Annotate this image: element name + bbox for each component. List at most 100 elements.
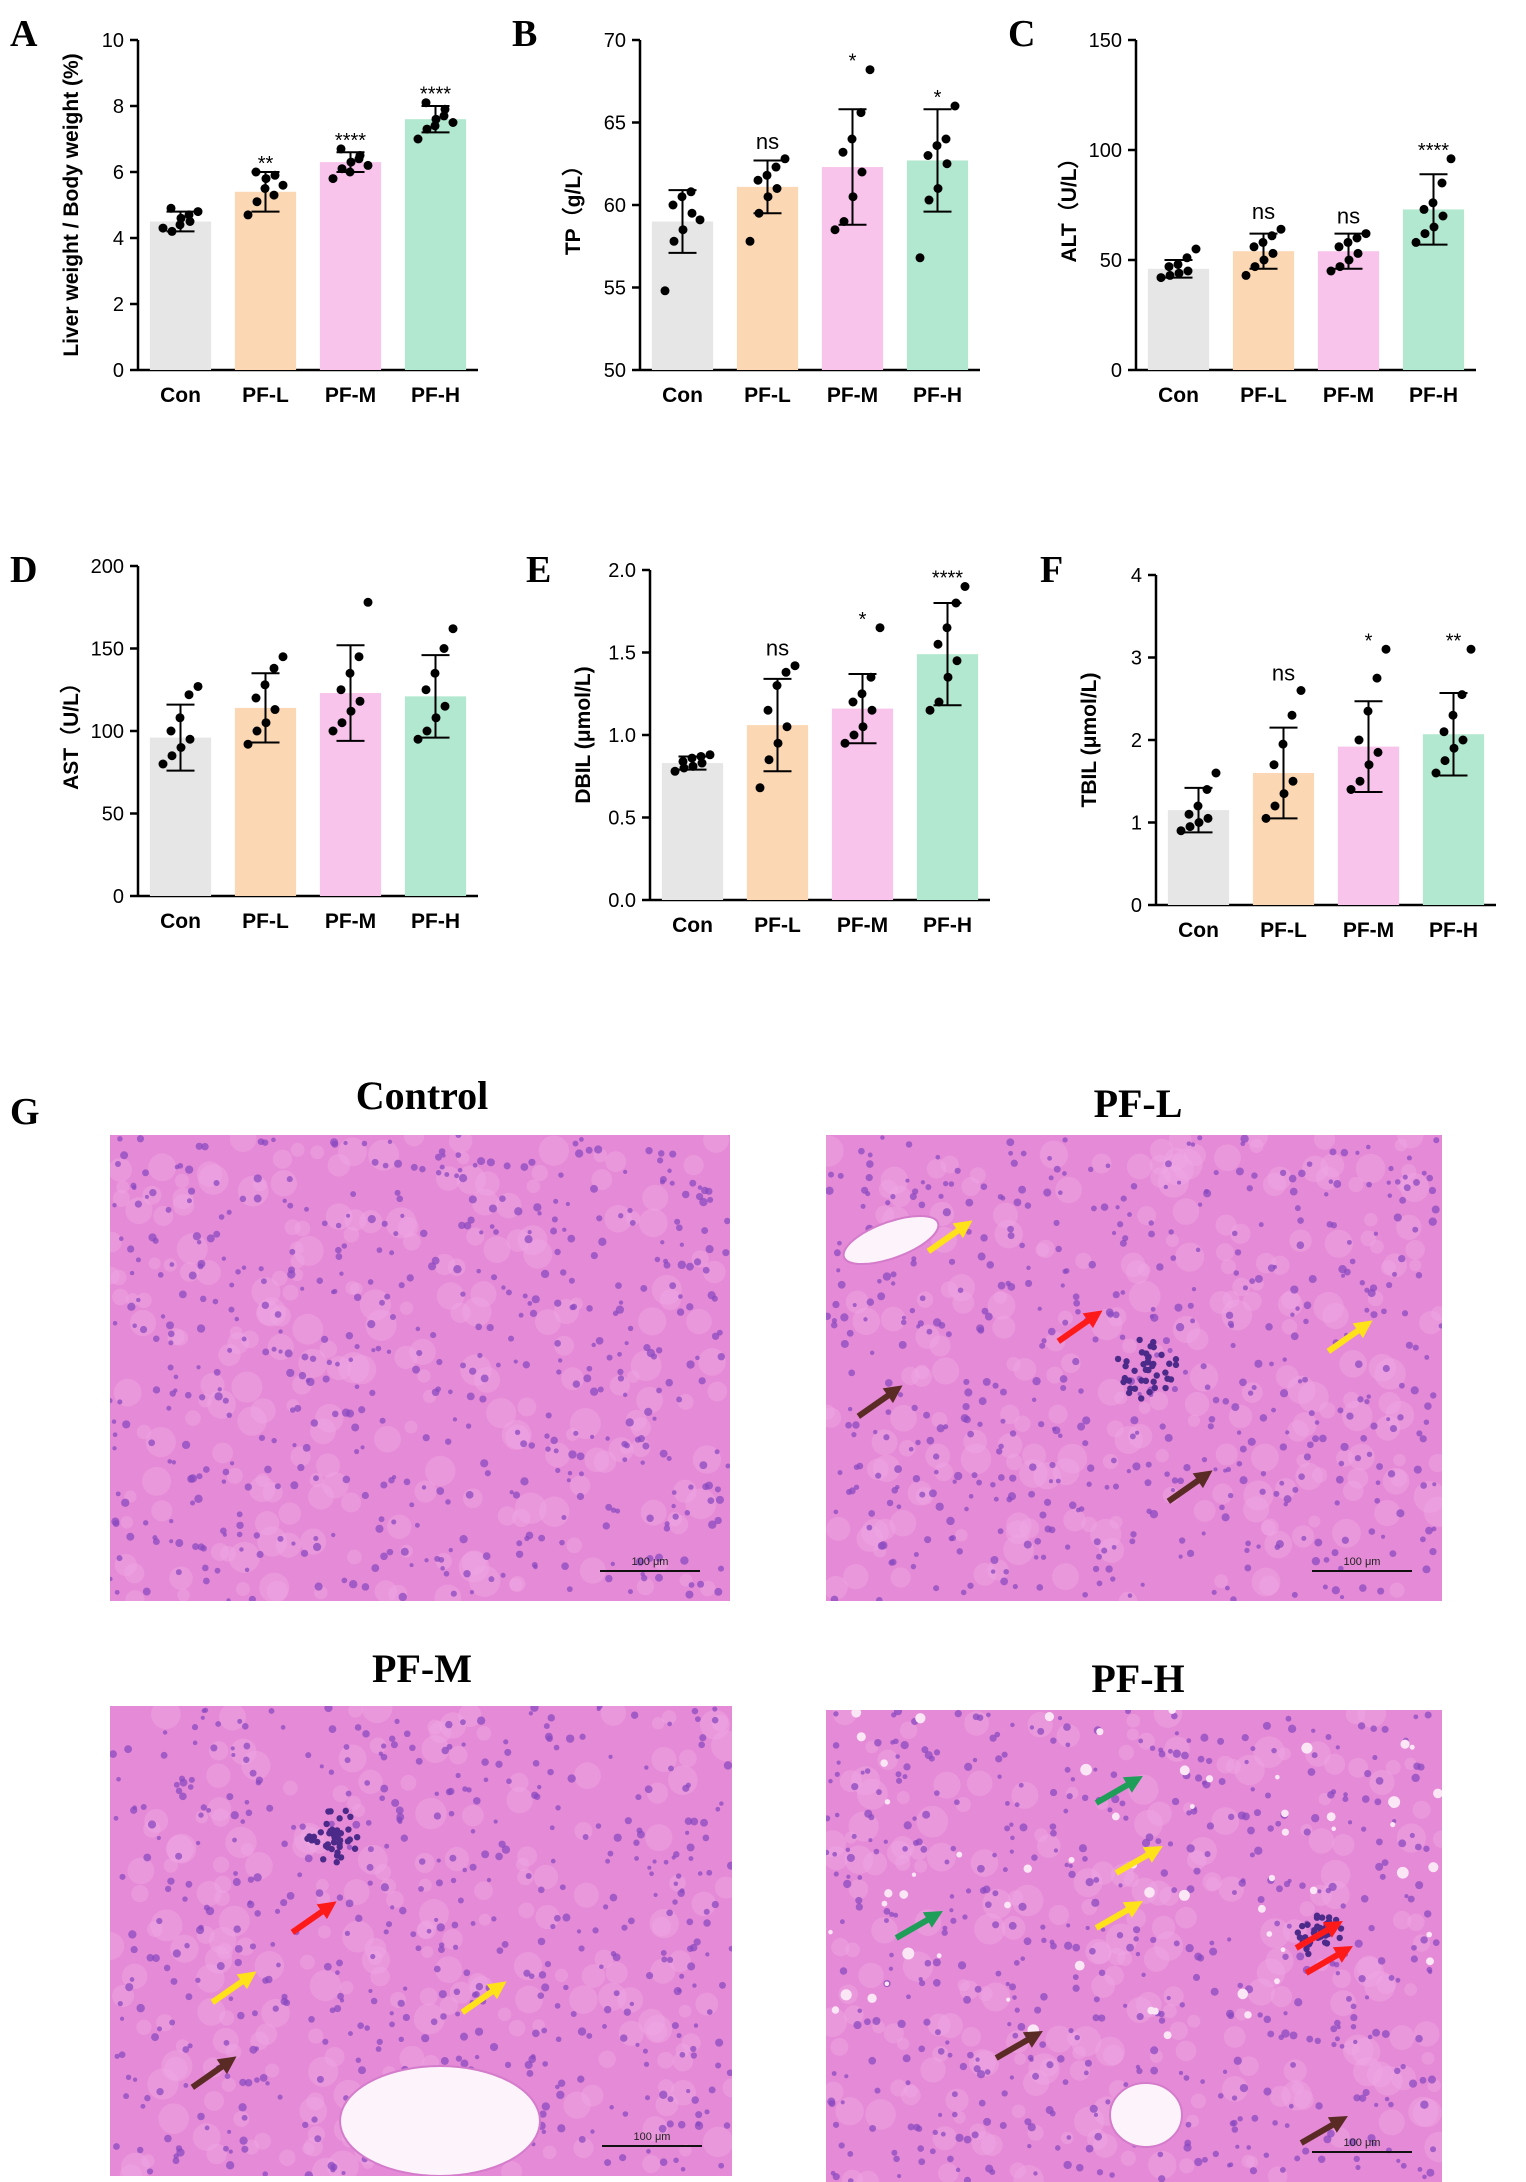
cell-nucleus — [203, 1466, 210, 1473]
data-point — [185, 734, 195, 744]
cell-nucleus — [577, 2027, 587, 2036]
tissue-texture — [856, 1525, 884, 1552]
cell-nucleus — [1323, 2135, 1332, 2144]
tissue-texture — [1347, 1467, 1369, 1489]
bar-pf-l — [1232, 251, 1295, 370]
cell-nucleus — [557, 1358, 563, 1363]
cell-nucleus — [1141, 1972, 1146, 1977]
cell-nucleus — [1415, 2034, 1423, 2043]
cell-nucleus — [694, 2121, 704, 2130]
cell-nucleus — [714, 1516, 722, 1525]
tissue-texture — [315, 1403, 344, 1433]
cell-nucleus — [640, 1460, 645, 1465]
cell-nucleus — [1170, 1487, 1176, 1493]
cell-nucleus — [1069, 1501, 1077, 1509]
tissue-texture — [506, 1787, 533, 1814]
cell-nucleus — [1244, 1759, 1249, 1765]
cell-nucleus — [826, 1849, 830, 1856]
tissue-texture — [517, 1846, 538, 1867]
cell-nucleus — [339, 1271, 344, 1276]
cell-nucleus — [537, 1992, 545, 1999]
cell-nucleus — [952, 1479, 957, 1484]
vacuole — [1068, 1856, 1075, 1864]
data-point — [440, 701, 450, 711]
data-point — [1279, 789, 1289, 799]
arrow-head — [922, 1911, 943, 1928]
inflammatory-cell — [333, 1852, 341, 1859]
cell-nucleus — [196, 1365, 201, 1370]
cell-nucleus — [1399, 1196, 1407, 1204]
cell-nucleus — [1059, 1375, 1068, 1383]
cell-nucleus — [445, 1720, 453, 1729]
cell-nucleus — [200, 1715, 205, 1720]
cell-nucleus — [112, 1203, 117, 1208]
cell-nucleus — [920, 1180, 926, 1185]
cell-nucleus — [387, 1139, 393, 1145]
cell-nucleus — [463, 1570, 471, 1578]
cell-nucleus — [672, 1513, 679, 1520]
tissue-texture — [1120, 1252, 1146, 1277]
cell-nucleus — [458, 1173, 468, 1183]
cell-nucleus — [1431, 1205, 1440, 1214]
cell-nucleus — [489, 1224, 495, 1229]
tissue-texture — [136, 1424, 152, 1440]
cell-nucleus — [838, 2142, 845, 2149]
cell-nucleus — [486, 1323, 494, 1332]
tissue-texture — [1163, 1986, 1184, 2007]
inflammatory-cell — [1144, 1359, 1151, 1366]
cell-nucleus — [130, 1945, 138, 1954]
tissue-texture — [1332, 1969, 1352, 1989]
tissue-texture — [1183, 1143, 1207, 1167]
cell-nucleus — [1158, 2175, 1166, 2182]
cell-nucleus — [1014, 2007, 1020, 2013]
tissue-texture — [338, 1744, 367, 1773]
cell-nucleus — [1226, 2009, 1235, 2018]
cell-nucleus — [389, 1250, 395, 1256]
cell-nucleus — [555, 2084, 560, 2090]
data-point — [950, 101, 960, 111]
cell-nucleus — [286, 1176, 293, 1183]
tissue-texture — [703, 1260, 726, 1284]
x-tick-label: PF-L — [1240, 384, 1287, 407]
cell-nucleus — [1303, 1301, 1312, 1310]
cell-nucleus — [644, 2095, 651, 2101]
tissue-texture — [1125, 1260, 1150, 1284]
cell-nucleus — [918, 2158, 926, 2166]
cell-nucleus — [1093, 2112, 1099, 2118]
cell-nucleus — [1123, 1815, 1129, 1821]
cell-nucleus — [1190, 1318, 1196, 1324]
cell-nucleus — [353, 1293, 362, 1302]
cell-nucleus — [371, 1158, 379, 1166]
tissue-texture — [361, 1706, 393, 1724]
cell-nucleus — [1050, 1829, 1057, 1837]
cell-nucleus — [686, 1303, 694, 1311]
cell-nucleus — [341, 1243, 348, 1249]
y-axis-label: ALT（U/L） — [1057, 147, 1081, 262]
cell-nucleus — [1432, 1482, 1437, 1487]
tissue-texture — [1069, 2060, 1091, 2081]
cell-nucleus — [1186, 1844, 1195, 1853]
vacuole — [1244, 2011, 1252, 2019]
cell-nucleus — [173, 1781, 180, 1788]
cell-nucleus — [477, 1352, 483, 1359]
tissue-texture — [207, 1389, 236, 1419]
tissue-texture — [955, 1796, 971, 1813]
cell-nucleus — [1263, 2087, 1272, 2096]
tissue-texture — [1357, 1710, 1387, 1728]
inflammatory-cell — [314, 1838, 321, 1846]
tissue-texture — [845, 1942, 860, 1958]
cell-nucleus — [586, 2032, 593, 2039]
cell-nucleus — [550, 1227, 558, 1235]
cell-nucleus — [1416, 1430, 1423, 1437]
cell-nucleus — [1265, 1323, 1273, 1331]
tissue-texture — [1394, 1138, 1408, 1152]
cell-nucleus — [686, 1843, 695, 1852]
tissue-texture — [302, 2142, 315, 2155]
cell-nucleus — [228, 1306, 235, 1313]
cell-nucleus — [1050, 1737, 1057, 1744]
significance-label: ** — [258, 153, 274, 175]
data-point — [251, 693, 261, 703]
cell-nucleus — [1348, 1820, 1353, 1825]
cell-nucleus — [241, 1336, 247, 1342]
cell-nucleus — [391, 1798, 400, 1807]
